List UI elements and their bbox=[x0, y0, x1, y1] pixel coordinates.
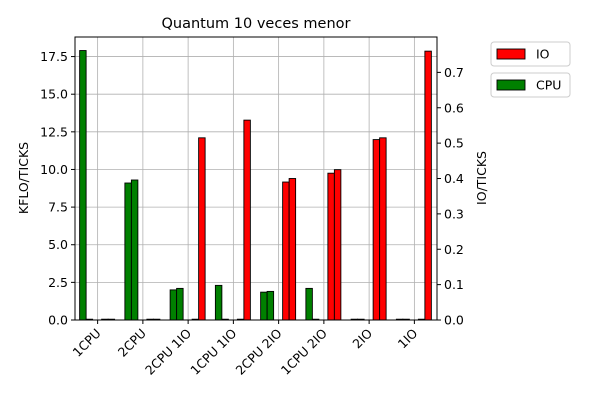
left-tick-label: 7.5 bbox=[48, 200, 68, 215]
bar-cpu-2-0 bbox=[169, 289, 178, 321]
bar-io-5-1 bbox=[333, 169, 342, 321]
x-tick-label: 1CPU 1IO bbox=[187, 325, 239, 377]
bar-io-4-1 bbox=[288, 178, 297, 321]
bar-io-3-1 bbox=[243, 119, 251, 321]
right-tick-label: 0.4 bbox=[444, 171, 464, 186]
x-tick-label: 2CPU bbox=[115, 326, 149, 360]
x-tick-label: 1CPU bbox=[70, 326, 104, 360]
right-tick-label: 0.7 bbox=[444, 65, 464, 80]
legend-box bbox=[490, 41, 571, 67]
bar-io-6-0 bbox=[372, 139, 381, 321]
legend-swatch-io bbox=[496, 48, 526, 60]
left-tick-label: 5.0 bbox=[48, 237, 68, 252]
left-axis-label: KFLO/TICKS bbox=[16, 142, 31, 214]
left-tick-label: 10.0 bbox=[40, 162, 68, 177]
left-tick-label: 15.0 bbox=[40, 87, 68, 102]
legend-box bbox=[490, 72, 571, 98]
right-tick-label: 0.0 bbox=[444, 313, 464, 328]
grid bbox=[75, 37, 437, 321]
bar-io-4-0 bbox=[282, 181, 290, 321]
right-tick-label: 0.5 bbox=[444, 136, 464, 151]
right-axis-label: IO/TICKS bbox=[474, 151, 489, 205]
left-tick-label: 0.0 bbox=[48, 313, 68, 328]
right-tick-label: 0.6 bbox=[444, 100, 464, 115]
x-tick-label: 2CPU 1IO bbox=[142, 325, 194, 377]
legend-label-io: IO bbox=[536, 47, 550, 62]
x-tick-label: 2CPU 2IO bbox=[233, 325, 285, 377]
right-tick-label: 0.3 bbox=[444, 206, 464, 221]
bar-cpu-1-0 bbox=[124, 182, 132, 321]
x-tick-label: 2IO bbox=[349, 325, 375, 351]
bar-cpu-4-0 bbox=[260, 291, 268, 321]
chart-title: Quantum 10 veces menor bbox=[162, 16, 351, 32]
right-tick-label: 0.2 bbox=[444, 242, 464, 257]
right-tick-label: 0.1 bbox=[444, 277, 464, 292]
bar-cpu-2-1 bbox=[176, 287, 184, 321]
bar-io-5-0 bbox=[327, 172, 335, 321]
bar-cpu-4-1 bbox=[266, 290, 275, 321]
bar-cpu-0-0 bbox=[79, 50, 87, 321]
bar-cpu-3-0 bbox=[214, 284, 223, 321]
bar-cpu-5-0 bbox=[305, 287, 313, 321]
x-tick-label: 1IO bbox=[395, 325, 421, 351]
bar-io-6-1 bbox=[379, 137, 387, 321]
bar-cpu-1-1 bbox=[130, 179, 139, 321]
legend-label-cpu: CPU bbox=[536, 78, 561, 93]
left-tick-label: 17.5 bbox=[40, 49, 68, 64]
legend-swatch-cpu bbox=[496, 79, 526, 91]
bar-io-7-1 bbox=[424, 50, 432, 321]
left-tick-label: 12.5 bbox=[40, 124, 68, 139]
legend: IO CPU bbox=[490, 41, 571, 98]
x-tick-label: 1CPU 2IO bbox=[278, 325, 330, 377]
left-tick-label: 2.5 bbox=[48, 275, 68, 290]
bars bbox=[79, 50, 432, 321]
bar-io-2-1 bbox=[198, 137, 206, 321]
